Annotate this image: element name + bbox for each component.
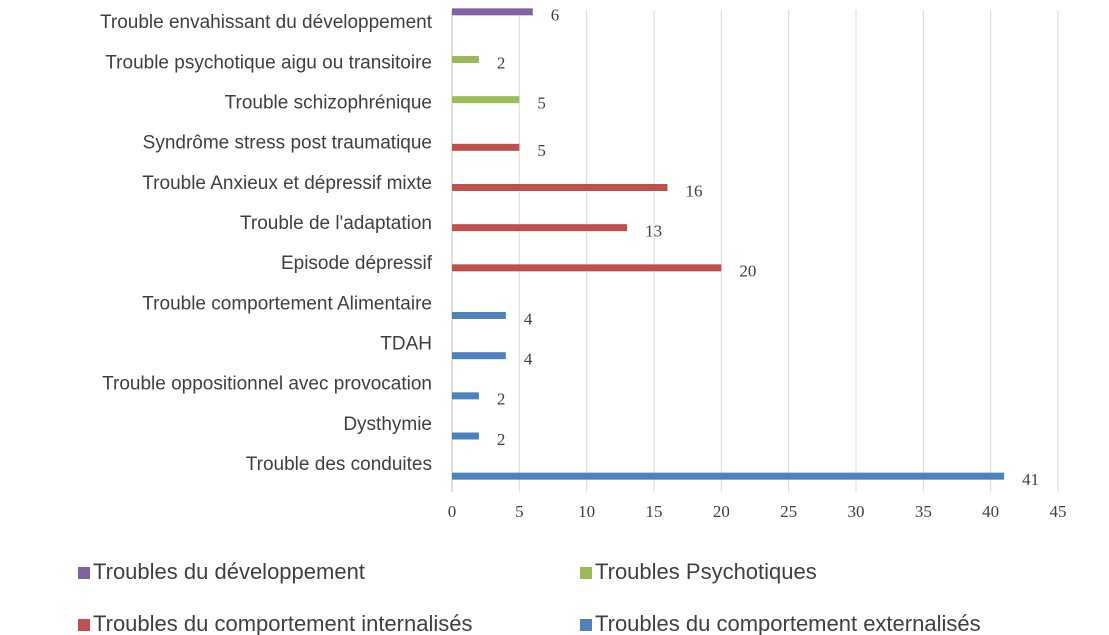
bar xyxy=(452,56,479,63)
value-label: 2 xyxy=(497,430,506,449)
value-label: 16 xyxy=(685,181,702,200)
legend-label: Troubles du comportement internalisés xyxy=(93,611,472,635)
y-tick-label: TDAH xyxy=(380,333,432,354)
bar xyxy=(452,312,506,319)
x-tick-label: 0 xyxy=(448,502,457,521)
y-tick-label: Trouble psychotique aigu ou transitoire xyxy=(105,52,432,73)
bar xyxy=(452,8,533,16)
x-tick-label: 10 xyxy=(578,502,595,521)
y-tick-label: Trouble des conduites xyxy=(246,454,432,475)
x-tick-label: 30 xyxy=(848,502,865,521)
y-tick-label: Episode dépressif xyxy=(281,253,433,274)
value-label: 5 xyxy=(537,94,546,113)
x-tick-label: 20 xyxy=(713,502,730,521)
bar xyxy=(452,352,506,360)
value-label: 5 xyxy=(537,141,546,160)
legend-label: Troubles Psychotiques xyxy=(595,559,817,584)
bar xyxy=(452,432,479,440)
y-tick-label: Trouble comportement Alimentaire xyxy=(142,293,432,314)
y-tick-label: Syndrôme stress post traumatique xyxy=(143,133,432,154)
legend-swatch xyxy=(78,619,90,631)
bar xyxy=(452,224,628,232)
y-tick-label: Trouble de l'adaptation xyxy=(240,213,432,234)
legend-label: Troubles du développement xyxy=(93,559,365,584)
bar xyxy=(452,184,668,191)
y-tick-label: Trouble Anxieux et dépressif mixte xyxy=(142,173,432,194)
y-tick-label: Trouble schizophrénique xyxy=(225,92,432,113)
x-tick-label: 35 xyxy=(915,502,932,521)
bar xyxy=(452,143,520,151)
bar xyxy=(452,472,1005,480)
y-tick-label: Trouble envahissant du développement xyxy=(100,12,433,33)
legend-label: Troubles du comportement externalisés xyxy=(595,611,981,635)
x-tick-label: 25 xyxy=(780,502,797,521)
value-label: 4 xyxy=(524,309,533,328)
bar xyxy=(452,392,479,400)
x-tick-label: 5 xyxy=(515,502,524,521)
x-tick-label: 40 xyxy=(982,502,999,521)
value-label: 6 xyxy=(551,6,560,25)
legend-swatch xyxy=(78,567,90,579)
x-tick-label: 45 xyxy=(1050,502,1067,521)
value-label: 4 xyxy=(524,350,533,369)
bar xyxy=(452,264,722,272)
x-tick-label: 15 xyxy=(646,502,663,521)
value-label: 41 xyxy=(1022,470,1039,489)
value-label: 2 xyxy=(497,53,506,72)
y-tick-label: Trouble oppositionnel avec provocation xyxy=(102,374,432,395)
legend-swatch xyxy=(580,619,592,631)
bar xyxy=(452,96,520,104)
legend-swatch xyxy=(580,567,592,579)
value-label: 2 xyxy=(497,390,506,409)
y-tick-label: Dysthymie xyxy=(343,414,432,435)
value-label: 13 xyxy=(645,222,662,241)
value-label: 20 xyxy=(739,262,756,281)
